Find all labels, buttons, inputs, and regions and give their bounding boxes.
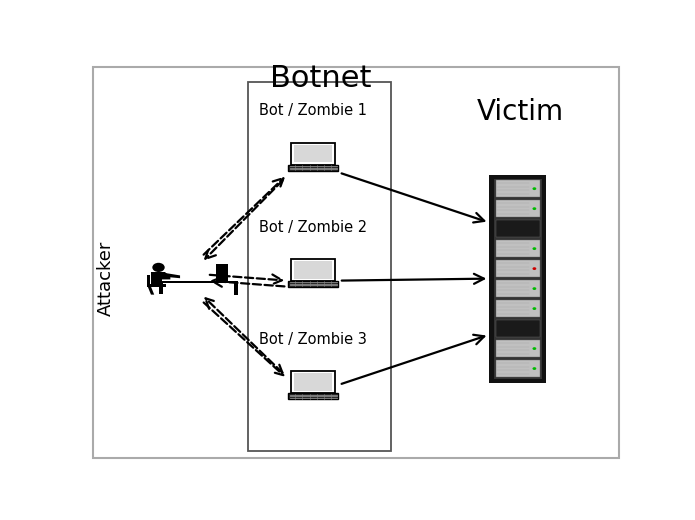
Text: Victim: Victim bbox=[477, 98, 564, 126]
Bar bbox=[234, 283, 238, 295]
Bar bbox=[147, 275, 150, 287]
Circle shape bbox=[532, 287, 537, 290]
Bar bbox=[288, 165, 338, 171]
Circle shape bbox=[532, 347, 537, 350]
Bar bbox=[163, 281, 238, 283]
Bar bbox=[291, 371, 335, 393]
Bar bbox=[294, 145, 332, 162]
Polygon shape bbox=[151, 279, 162, 284]
Text: Bot / Zombie 1: Bot / Zombie 1 bbox=[259, 103, 367, 119]
Circle shape bbox=[532, 267, 537, 270]
Bar bbox=[496, 180, 539, 198]
Bar bbox=[216, 264, 228, 281]
Circle shape bbox=[532, 247, 537, 250]
Text: Bot / Zombie 3: Bot / Zombie 3 bbox=[259, 332, 367, 347]
Bar bbox=[496, 340, 539, 357]
Bar bbox=[249, 82, 391, 451]
Bar bbox=[496, 320, 539, 337]
Bar bbox=[489, 175, 546, 383]
Circle shape bbox=[532, 207, 537, 210]
Bar bbox=[294, 261, 332, 279]
Polygon shape bbox=[159, 283, 163, 294]
Polygon shape bbox=[163, 272, 180, 278]
Circle shape bbox=[532, 187, 537, 190]
Circle shape bbox=[152, 263, 165, 272]
Bar bbox=[288, 393, 338, 399]
Polygon shape bbox=[148, 287, 154, 295]
Bar bbox=[496, 280, 539, 297]
Text: Bot / Zombie 2: Bot / Zombie 2 bbox=[259, 219, 367, 235]
Bar bbox=[291, 259, 335, 281]
Bar bbox=[496, 200, 539, 217]
Bar bbox=[494, 179, 541, 379]
Bar bbox=[147, 284, 165, 287]
Bar bbox=[291, 142, 335, 164]
Circle shape bbox=[532, 367, 537, 370]
Circle shape bbox=[532, 307, 537, 310]
Bar bbox=[496, 240, 539, 257]
Text: Attacker: Attacker bbox=[97, 241, 115, 316]
Text: Botnet: Botnet bbox=[270, 64, 372, 93]
Bar bbox=[496, 360, 539, 378]
Bar bbox=[496, 260, 539, 277]
Bar bbox=[294, 373, 332, 391]
Bar bbox=[496, 220, 539, 238]
Bar bbox=[496, 300, 539, 317]
Polygon shape bbox=[151, 272, 170, 279]
Bar bbox=[288, 281, 338, 287]
